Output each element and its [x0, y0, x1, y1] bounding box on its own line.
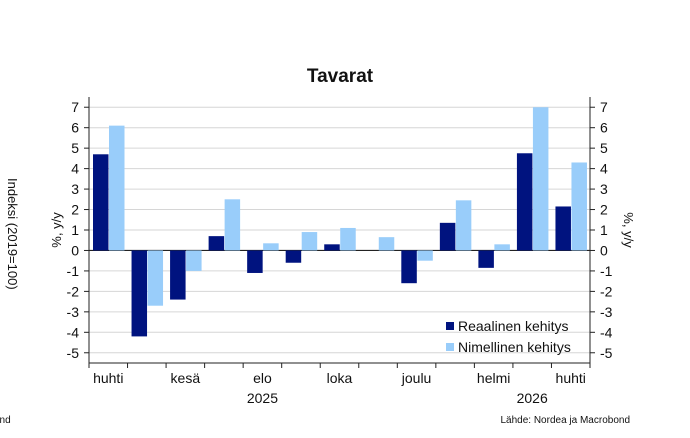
x-axis-ticks: huhti kesä elo loka joulu helmi huhti 2025 2026: [88, 363, 591, 406]
y-tick-label-right: -1: [600, 263, 613, 279]
y-tick-label-left: 6: [71, 120, 79, 136]
x-year-label: 2025: [247, 390, 278, 406]
bar-nimellinen-2025-10: [340, 227, 356, 251]
bars: [93, 107, 587, 337]
legend-swatch-reaalinen: [446, 322, 454, 330]
bar-nimellinen-2025-09: [301, 232, 318, 251]
y-tick-label-right: 3: [600, 181, 608, 197]
bar-reaalinen-2025-12: [401, 250, 417, 284]
y-axis-left-title: %, y/y: [49, 212, 64, 248]
y-tick-label-right: 1: [600, 222, 608, 238]
x-tick-label: helmi: [477, 370, 510, 386]
y-tick-label-right: -5: [600, 345, 613, 361]
bar-nimellinen-2025-04: [109, 125, 125, 251]
bar-reaalinen-2025-08: [247, 250, 263, 273]
bar-reaalinen-2025-10: [324, 244, 340, 251]
bar-reaalinen-2026-02: [478, 250, 494, 268]
bar-nimellinen-2025-07: [224, 199, 241, 251]
y-tick-label-right: 4: [600, 161, 608, 177]
source-note: Lähde: Nordea ja Macrobond: [500, 415, 630, 426]
bar-nimellinen-2026-04: [571, 162, 587, 251]
x-year-label: 2026: [517, 390, 548, 406]
x-tick-label: joulu: [401, 370, 432, 386]
gridlines: [89, 106, 590, 354]
y-tick-label-left: 2: [71, 202, 79, 218]
x-tick-label: kesä: [171, 370, 201, 386]
bar-nimellinen-2025-12: [417, 250, 433, 261]
y-tick-label-left: -3: [67, 304, 80, 320]
y-tick-label-left: -5: [67, 345, 80, 361]
bar-nimellinen-2025-11: [378, 237, 395, 251]
bar-nimellinen-2025-05: [147, 250, 164, 306]
bar-nimellinen-2026-01: [455, 200, 472, 251]
y-tick-label-right: -2: [600, 283, 613, 299]
bar-reaalinen-2025-05: [131, 250, 148, 337]
y-tick-label-left: 1: [71, 222, 79, 238]
cut-off-left-axis-title: Indeksi (2019=100): [5, 178, 20, 290]
y-tick-label-left: 3: [71, 181, 79, 197]
legend-swatch-nimellinen: [446, 343, 454, 351]
bar-nimellinen-2025-08: [263, 243, 279, 251]
bar-reaalinen-2025-06: [170, 250, 186, 300]
legend-label-nimellinen: Nimellinen kehitys: [458, 339, 571, 355]
y-tick-label-left: 7: [71, 99, 79, 115]
y-tick-label-right: 5: [600, 140, 608, 156]
y-tick-label-right: -4: [600, 324, 613, 340]
chart-title: Tavarat: [307, 66, 374, 87]
y-tick-label-right: 6: [600, 120, 608, 136]
bar-reaalinen-2025-09: [285, 250, 302, 263]
y-tick-label-right: -3: [600, 304, 613, 320]
y-tick-label-left: 0: [71, 242, 79, 258]
x-tick-label: elo: [253, 370, 272, 386]
cut-off-bottom-left-text: ond: [0, 415, 11, 426]
bar-reaalinen-2026-01: [439, 222, 456, 251]
y-axis-left-ticks: -5 -4 -3 -2 -1 0 1 2 3 4 5 6 7: [67, 99, 89, 361]
y-tick-label-left: 5: [71, 140, 79, 156]
y-tick-label-left: -2: [67, 283, 80, 299]
y-tick-label-right: 2: [600, 202, 608, 218]
bar-nimellinen-2026-02: [494, 244, 510, 251]
y-tick-label-right: 0: [600, 242, 608, 258]
y-tick-label-right: 7: [600, 99, 608, 115]
y-tick-label-left: 4: [71, 161, 79, 177]
x-tick-label: huhti: [93, 370, 123, 386]
y-axis-right-ticks: -5 -4 -3 -2 -1 0 1 2 3 4 5 6 7: [590, 99, 613, 361]
y-tick-label-left: -4: [67, 324, 80, 340]
legend-label-reaalinen: Reaalinen kehitys: [458, 318, 569, 334]
bar-reaalinen-2025-07: [208, 236, 225, 251]
legend: Reaalinen kehitys Nimellinen kehitys: [446, 318, 571, 355]
y-tick-label-left: -1: [67, 263, 80, 279]
y-axis-right-title: %, y/y: [621, 212, 636, 248]
bar-reaalinen-2026-04: [555, 206, 571, 251]
bar-reaalinen-2026-03: [516, 153, 533, 251]
bar-reaalinen-2025-04: [93, 154, 109, 251]
bar-nimellinen-2025-06: [186, 250, 202, 271]
x-tick-label: loka: [327, 370, 353, 386]
x-tick-label: huhti: [556, 370, 586, 386]
bar-nimellinen-2026-03: [532, 107, 549, 251]
